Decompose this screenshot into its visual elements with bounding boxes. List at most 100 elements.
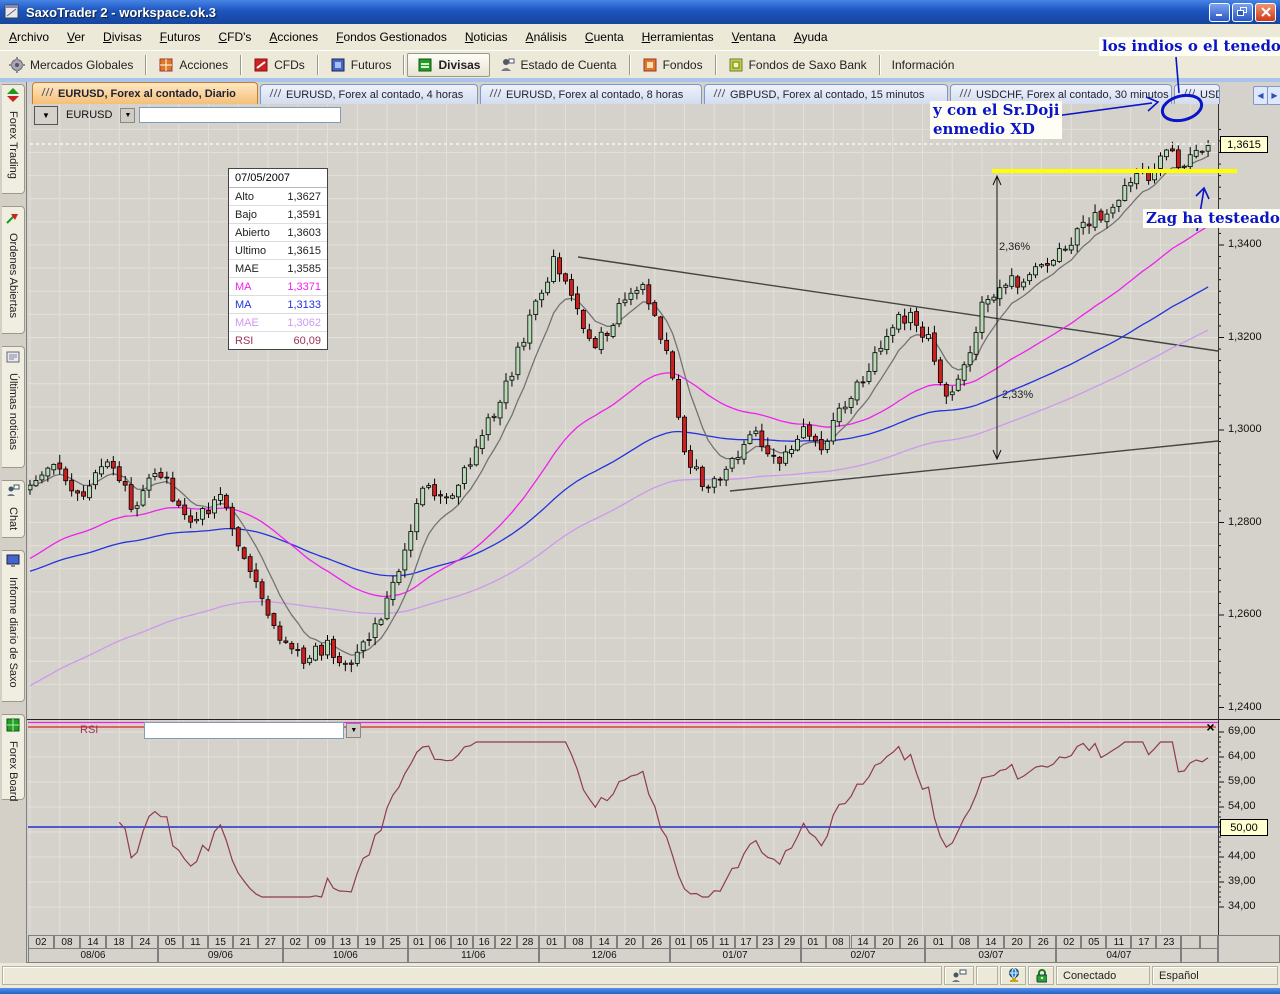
plot-area[interactable]: 2,36% 2,33% (28, 104, 1280, 719)
menu-cuenta[interactable]: Cuenta (584, 30, 624, 44)
tab-eurusd-8h[interactable]: EURUSD, Forex al contado, 8 horas (480, 84, 702, 104)
menu-herramientas[interactable]: Herramientas (641, 30, 714, 44)
secure-lock-icon (1028, 966, 1054, 985)
chart-icon (1183, 88, 1196, 101)
sidebar-item-chat[interactable]: Chat (2, 480, 25, 538)
status-message-cell (2, 966, 942, 985)
tab-eurusd-4h[interactable]: EURUSD, Forex al contado, 4 horas (260, 84, 478, 104)
tab-gbpusd-15m[interactable]: GBPUSD, Forex al contado, 15 minutos (704, 84, 948, 104)
account-person-icon (499, 57, 515, 73)
menu-noticias[interactable]: Noticias (464, 30, 508, 44)
open-orders-icon (6, 210, 20, 229)
rsi-settings-input[interactable] (144, 721, 345, 739)
tab-usd-partial[interactable]: USD (1174, 84, 1220, 104)
tab-scroll-right-button[interactable]: ▶ (1267, 86, 1280, 105)
menu-futuros[interactable]: Futuros (159, 30, 201, 44)
gear-icon (9, 57, 25, 73)
tab-scroll-left-button[interactable]: ◀ (1253, 86, 1268, 105)
toolbar-separator (714, 55, 716, 75)
chart-menu-dropdown[interactable]: ▼ (34, 105, 58, 125)
chat-status-icon (944, 966, 974, 985)
ohlc-tooltip: 07/05/2007 Alto 1,3627 Bajo 1,3591 Abierto… (228, 168, 328, 350)
sidebar-item-informe-diario[interactable]: Informe diario de Saxo (2, 550, 25, 702)
chart-icon (41, 87, 54, 100)
language-indicator[interactable]: Español (1152, 966, 1278, 985)
rsi-dropdown[interactable]: ▼ (346, 722, 362, 738)
rsi-label: RSI (80, 724, 99, 736)
svg-text:2,36%: 2,36% (999, 241, 1030, 253)
left-panel-tabs: Forex Trading Ordenes Abiertas Últimas n… (0, 82, 27, 963)
futuros-button[interactable]: Futuros (321, 54, 401, 76)
mercados-globales-button[interactable]: Mercados Globales (0, 54, 142, 76)
funds-icon (642, 57, 658, 73)
forex-board-icon (6, 718, 20, 737)
chat-icon (6, 484, 20, 503)
menu-archivo[interactable]: Archivo (9, 30, 50, 44)
toolbar-separator (316, 55, 318, 75)
panel-divider[interactable] (27, 719, 1280, 720)
menu-divisas[interactable]: Divisas (103, 30, 142, 44)
restore-button[interactable] (1232, 2, 1253, 22)
menu-acciones[interactable]: Acciones (269, 30, 319, 44)
acciones-button[interactable]: Acciones (149, 54, 237, 76)
informacion-button[interactable]: Información (891, 58, 955, 72)
forex-trading-icon (6, 88, 20, 107)
status-bar: Conectado Español (0, 963, 1280, 988)
menu-ayuda[interactable]: Ayuda (793, 30, 828, 44)
fondos-button[interactable]: Fondos (633, 54, 712, 76)
tab-eurusd-diario[interactable]: EURUSD, Forex al contado, Diario (32, 82, 258, 104)
divisas-button[interactable]: Divisas (407, 53, 491, 77)
taskbar-edge (0, 988, 1280, 994)
menu-ventana[interactable]: Ventana (731, 30, 776, 44)
sidebar-item-forex-trading[interactable]: Forex Trading (2, 84, 25, 194)
cfds-button[interactable]: CFDs (244, 54, 314, 76)
menu-ver[interactable]: Ver (67, 30, 86, 44)
annotation-zag: Zag ha testeado :) (1143, 209, 1280, 228)
minimize-button[interactable] (1209, 2, 1230, 22)
close-button[interactable] (1255, 2, 1276, 22)
rsi-area[interactable] (28, 720, 1280, 935)
title-bar: SaxoTrader 2 - workspace.ok.3 (0, 0, 1280, 24)
menu-cfds[interactable]: CFD's (218, 30, 252, 44)
sidebar-item-ultimas-noticias[interactable]: Últimas noticias (2, 346, 25, 468)
symbol-input[interactable] (139, 107, 342, 123)
symbol-dropdown[interactable]: ▼ (120, 107, 136, 123)
toolbar-separator (145, 55, 147, 75)
menu-analisis[interactable]: Análisis (525, 30, 567, 44)
sidebar-item-forex-board[interactable]: Forex Board (2, 714, 25, 802)
forex-icon (417, 57, 433, 73)
chart-icon (269, 88, 282, 101)
rsi-header: RSI ▼ (28, 721, 1208, 739)
chart-icon (489, 88, 502, 101)
futures-icon (330, 57, 346, 73)
close-rsi-button[interactable]: × (1206, 719, 1215, 735)
sidebar-item-ordenes-abiertas[interactable]: Ordenes Abiertas (2, 206, 25, 334)
rsi-mid-marker: 50,00 (1220, 819, 1268, 836)
chart-icon (959, 88, 972, 101)
annotation-los-indios: los indios o el tenedor (1099, 37, 1280, 56)
chart-toolbar: ▼ EURUSD ▼ (28, 104, 1218, 126)
toolbar-separator (878, 55, 880, 75)
saxo-funds-icon (728, 57, 744, 73)
window-separator (0, 78, 1280, 82)
estado-cuenta-button[interactable]: Estado de Cuenta (490, 54, 625, 76)
tab-usdchf-30m[interactable]: USDCHF, Forex al contado, 30 minutos (950, 84, 1172, 104)
toolbar-separator (240, 55, 242, 75)
window-title: SaxoTrader 2 - workspace.ok.3 (26, 4, 217, 20)
menu-fondos-gestionados[interactable]: Fondos Gestionados (336, 30, 447, 44)
chart-icon (713, 88, 726, 101)
svg-text:2,33%: 2,33% (1002, 389, 1033, 401)
fondos-saxo-bank-button[interactable]: Fondos de Saxo Bank (719, 54, 876, 76)
xaxis-bottom-line (27, 962, 1280, 963)
main-toolbar: Mercados Globales Acciones CFDs Futuros … (0, 50, 1280, 79)
chart-tab-bar: EURUSD, Forex al contado, Diario EURUSD,… (27, 82, 1280, 105)
toolbar-separator (628, 55, 630, 75)
status-spare-cell (976, 966, 998, 985)
tooltip-date: 07/05/2007 (229, 169, 327, 188)
toolbar-separator (403, 55, 405, 75)
news-icon (6, 350, 20, 369)
network-icon (1000, 966, 1026, 985)
price-axis-line (1218, 104, 1219, 935)
cfd-icon (253, 57, 269, 73)
